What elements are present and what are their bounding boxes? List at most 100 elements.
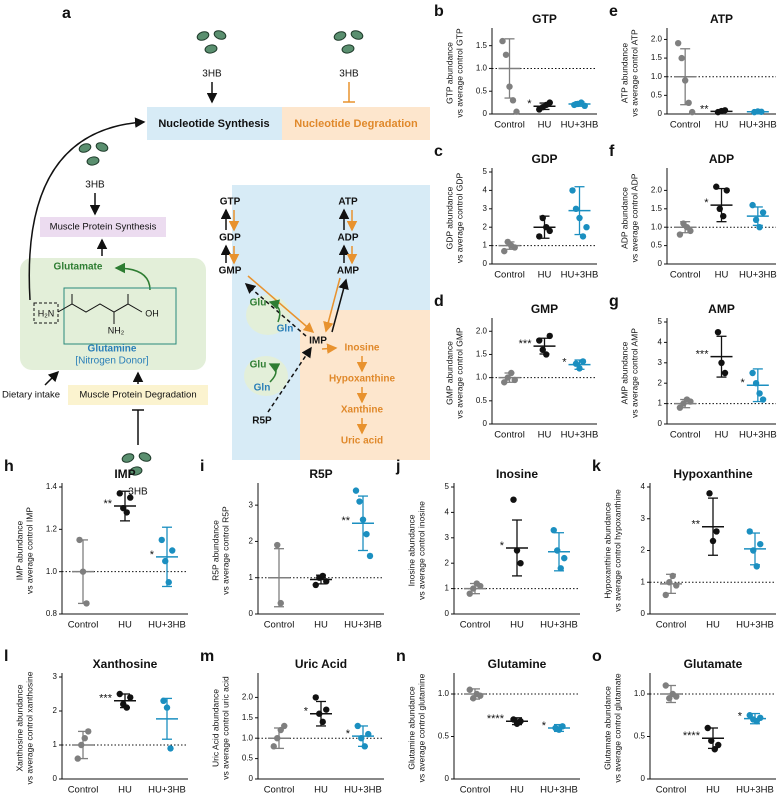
y-tick-label: 0.5 bbox=[634, 732, 646, 741]
point bbox=[354, 722, 361, 730]
x-tick-label: Control bbox=[68, 620, 99, 631]
node: Xanthine bbox=[341, 405, 384, 416]
significance: *** bbox=[99, 693, 113, 705]
3hb-icon bbox=[195, 28, 228, 55]
y-tick-label: 2 bbox=[53, 706, 58, 715]
y-tick-label: 4 bbox=[658, 338, 663, 347]
y-tick-label: 1.0 bbox=[651, 72, 663, 81]
node: Gln bbox=[254, 383, 271, 394]
significance: * bbox=[527, 98, 532, 110]
panel-label: n bbox=[396, 648, 406, 665]
y-tick-label: 2 bbox=[641, 546, 646, 555]
point bbox=[749, 369, 756, 377]
chart-title: ATP bbox=[710, 12, 733, 26]
structure-label: NH₂ bbox=[108, 325, 125, 335]
y-tick-label: 3 bbox=[641, 514, 646, 523]
protein-degradation-label: Muscle Protein Degradation bbox=[79, 390, 196, 401]
y-tick-label: 0 bbox=[483, 109, 488, 118]
node: Glu bbox=[250, 298, 267, 309]
y-tick-label: 4 bbox=[445, 508, 450, 517]
point bbox=[579, 358, 587, 365]
chart: m Uric Acid Uric Acid abundance vs average … bbox=[200, 648, 384, 796]
y-tick-label: 0.5 bbox=[438, 732, 450, 741]
x-tick-label: HU bbox=[314, 785, 328, 796]
x-tick-label: HU bbox=[538, 270, 552, 281]
node: ATP bbox=[338, 197, 358, 208]
chart-title: GMP bbox=[531, 302, 558, 316]
y-tick-label: 0 bbox=[483, 419, 488, 428]
y-axis-label: vs average control glutamate bbox=[612, 673, 622, 782]
significance: *** bbox=[519, 338, 533, 350]
point bbox=[501, 379, 508, 386]
point bbox=[127, 494, 134, 501]
chart: h IMP IMP abundance vs average control IMP 0… bbox=[4, 458, 188, 631]
point bbox=[510, 496, 517, 503]
glutamine-label: Glutamine bbox=[88, 344, 137, 355]
node: IMP bbox=[309, 336, 327, 347]
x-tick-label: Control bbox=[264, 620, 295, 631]
protein-degradation-box bbox=[68, 385, 208, 405]
significance: ** bbox=[103, 498, 112, 510]
y-axis-label: AMP abundance bbox=[619, 341, 629, 404]
3hb-icon bbox=[77, 140, 110, 167]
y-axis-label: vs average control ADP bbox=[629, 173, 639, 262]
point bbox=[356, 498, 363, 505]
chart-title: Inosine bbox=[496, 467, 538, 481]
y-tick-label: 1.4 bbox=[46, 482, 58, 491]
arrow bbox=[114, 262, 151, 291]
x-tick-label: HU bbox=[715, 120, 729, 131]
panel-label: c bbox=[434, 143, 443, 160]
significance: * bbox=[150, 549, 155, 561]
point bbox=[85, 728, 92, 735]
panel-label: g bbox=[609, 293, 619, 310]
chart-title: GTP bbox=[532, 12, 557, 26]
chart: d GMP GMP abundance vs average control GMP 0… bbox=[434, 293, 598, 440]
y-tick-label: 1 bbox=[445, 584, 450, 593]
significance: * bbox=[738, 711, 743, 723]
chart: j Inosine Inosine abundance vs average cont… bbox=[395, 458, 580, 631]
y-axis-label: Hypoxanthine abundance bbox=[602, 502, 612, 599]
y-tick-label: 2.0 bbox=[242, 693, 254, 702]
3hb-icon bbox=[332, 28, 365, 55]
y-tick-label: 0 bbox=[641, 609, 646, 618]
amide-frame bbox=[33, 302, 59, 324]
point bbox=[74, 755, 81, 762]
point bbox=[662, 591, 669, 599]
chart-title: Hypoxanthine bbox=[673, 467, 753, 481]
y-axis-label: vs average control hypoxanthine bbox=[612, 489, 622, 612]
y-axis-label: R5P abundance bbox=[210, 520, 220, 581]
glutamine-box bbox=[20, 258, 206, 370]
y-tick-label: 0 bbox=[249, 774, 254, 783]
y-axis-label: ADP abundance bbox=[619, 187, 629, 249]
y-tick-label: 3 bbox=[658, 358, 663, 367]
y-tick-label: 1.5 bbox=[651, 204, 663, 213]
x-tick-label: HU bbox=[510, 620, 524, 631]
node: Glu bbox=[250, 360, 267, 371]
chart: g AMP AMP abundance vs average control AMP 0… bbox=[609, 293, 777, 440]
x-tick-label: HU+3HB bbox=[561, 430, 599, 441]
x-tick-label: Control bbox=[656, 620, 687, 631]
y-tick-label: 4 bbox=[483, 186, 488, 195]
3hb-label: 3HB bbox=[85, 180, 105, 191]
y-tick-label: 0 bbox=[249, 609, 254, 618]
point bbox=[312, 581, 319, 589]
x-tick-label: HU+3HB bbox=[739, 270, 777, 281]
point bbox=[502, 51, 510, 58]
node: Inosine bbox=[344, 343, 379, 354]
point bbox=[366, 552, 374, 560]
panel-label: m bbox=[200, 648, 214, 665]
node: Uric acid bbox=[341, 436, 383, 447]
y-tick-label: 2 bbox=[658, 378, 663, 387]
degradation-label: Nucleotide Degradation bbox=[294, 118, 418, 130]
chart: l Xanthosine Xanthosine abundance vs averag… bbox=[4, 648, 188, 796]
x-tick-label: Control bbox=[264, 785, 295, 796]
x-tick-label: HU+3HB bbox=[736, 785, 774, 796]
arrow bbox=[44, 370, 60, 386]
node: R5P bbox=[252, 416, 272, 427]
x-tick-label: HU bbox=[715, 270, 729, 281]
point bbox=[546, 227, 553, 235]
y-axis-label: vs average control inosine bbox=[416, 501, 426, 600]
y-tick-label: 0.5 bbox=[476, 86, 488, 95]
significance: * bbox=[304, 706, 309, 718]
x-tick-label: Control bbox=[460, 620, 491, 631]
